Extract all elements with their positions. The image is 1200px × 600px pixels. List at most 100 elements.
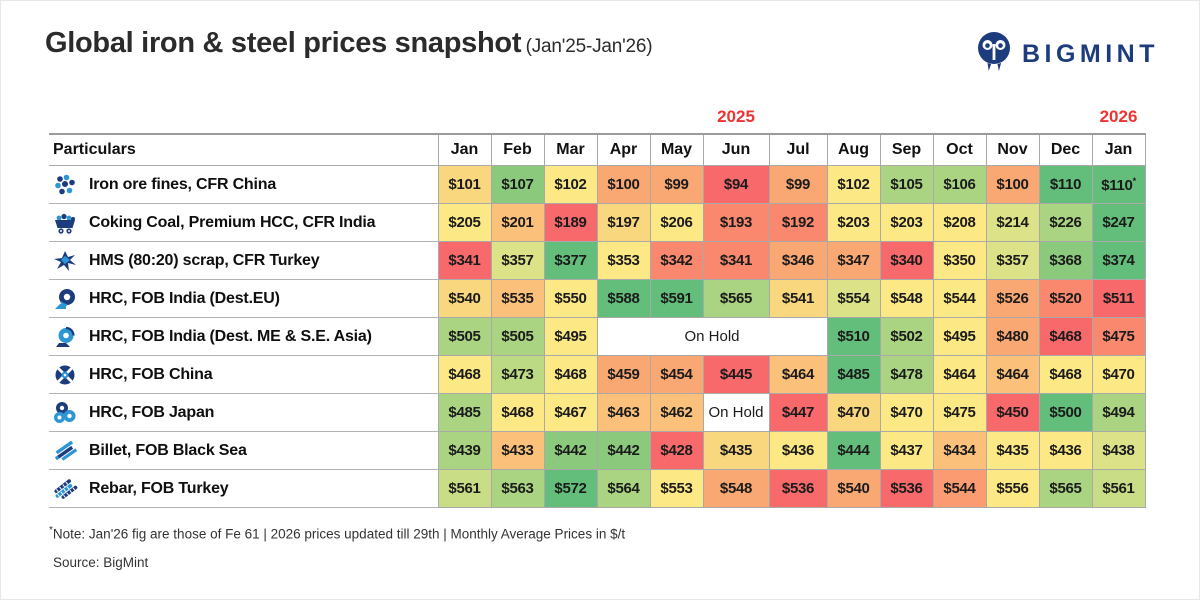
price-cell: $206: [649, 203, 704, 242]
price-cell: $565: [1038, 469, 1093, 508]
price-cell: $247: [1091, 203, 1146, 242]
price-cell: $110*: [1091, 165, 1146, 204]
price-cell: $100: [596, 165, 651, 204]
table-header-row: Particulars Jan Feb Mar Apr May Jun Jul Aug Sep O…: [49, 133, 1146, 166]
price-cell: $454: [649, 355, 704, 394]
price-cell: $226: [1038, 203, 1093, 242]
price-cell: $438: [1091, 431, 1146, 470]
month-header-aug: Aug: [826, 133, 881, 166]
price-cell: $520: [1038, 279, 1093, 318]
price-cell: $105: [879, 165, 934, 204]
price-cell: $495: [543, 317, 598, 356]
price-cell: $572: [543, 469, 598, 508]
price-cell: $468: [1038, 317, 1093, 356]
price-cell: $485: [826, 355, 881, 394]
row-label-cell: Billet, FOB Black Sea: [49, 431, 439, 470]
row-label-cell: HRC, FOB India (Dest. ME & S.E. Asia): [49, 317, 439, 356]
price-cell: $470: [879, 393, 934, 432]
price-cell: $442: [543, 431, 598, 470]
price-cell: $463: [596, 393, 651, 432]
month-header-jul: Jul: [768, 133, 828, 166]
price-cell: $468: [437, 355, 492, 394]
price-cell: $436: [1038, 431, 1093, 470]
price-cell: $101: [437, 165, 492, 204]
price-cell: $475: [1091, 317, 1146, 356]
on-hold-cell: On Hold: [702, 393, 770, 432]
price-cell: $435: [702, 431, 770, 470]
price-cell: $189: [543, 203, 598, 242]
price-cell: $192: [768, 203, 828, 242]
price-cell: $565: [702, 279, 770, 318]
price-cell: $561: [437, 469, 492, 508]
row-label-cell: Rebar, FOB Turkey: [49, 469, 439, 508]
price-cell: $100: [985, 165, 1040, 204]
price-cell: $540: [826, 469, 881, 508]
price-cell: $442: [596, 431, 651, 470]
price-cell: $106: [932, 165, 987, 204]
price-cell: $346: [768, 241, 828, 280]
price-cell: $526: [985, 279, 1040, 318]
price-cell: $536: [879, 469, 934, 508]
page-header: Global iron & steel prices snapshot (Jan…: [45, 27, 1159, 78]
title-period: (Jan'25-Jan'26): [525, 36, 653, 57]
month-header-oct: Oct: [932, 133, 987, 166]
source-note: Source: BigMint: [53, 555, 149, 570]
price-cell: $473: [490, 355, 545, 394]
row-label-cell: Coking Coal, Premium HCC, CFR India: [49, 203, 439, 242]
bigmint-logo-icon: [974, 31, 1014, 78]
price-cell: $201: [490, 203, 545, 242]
price-cell: $540: [437, 279, 492, 318]
price-cell: $553: [649, 469, 704, 508]
price-cell: $500: [1038, 393, 1093, 432]
price-cell: $505: [490, 317, 545, 356]
price-cell: $478: [879, 355, 934, 394]
billet-icon: [51, 437, 79, 465]
table-row: HRC, FOB Japan $485 $468 $467 $463 $462 On Hol…: [49, 393, 1146, 432]
table-row: HRC, FOB India (Dest.EU) $540 $535 $550 $588…: [49, 279, 1146, 318]
price-cell: $468: [543, 355, 598, 394]
rebar-icon: [51, 475, 79, 503]
price-cell: $544: [932, 279, 987, 318]
footnote-text: Note: Jan'26 fig are those of Fe 61 | 20…: [52, 526, 626, 542]
price-cell: $480: [985, 317, 1040, 356]
price-cell: $214: [985, 203, 1040, 242]
price-cell: $563: [490, 469, 545, 508]
price-cell: $341: [702, 241, 770, 280]
price-cell: $99: [649, 165, 704, 204]
scrap-icon: [51, 247, 79, 275]
footnote-marker: *: [49, 525, 53, 536]
price-cell: $494: [1091, 393, 1146, 432]
month-header-dec: Dec: [1038, 133, 1093, 166]
coil-china-icon: [51, 361, 79, 389]
price-cell: $110: [1038, 165, 1093, 204]
row-label: HRC, FOB China: [89, 365, 213, 383]
brand-logo: BIGMINT: [974, 31, 1159, 78]
price-cell: $459: [596, 355, 651, 394]
price-cell: $434: [932, 431, 987, 470]
price-cell: $464: [932, 355, 987, 394]
table-row: Rebar, FOB Turkey $561 $563 $572 $564 $553 $54…: [49, 469, 1146, 508]
price-cell: $591: [649, 279, 704, 318]
coal-cart-icon: [51, 209, 79, 237]
price-cell: $550: [543, 279, 598, 318]
row-label: Rebar, FOB Turkey: [89, 479, 229, 497]
price-cell: $467: [543, 393, 598, 432]
month-header-mar: Mar: [543, 133, 598, 166]
price-cell: $468: [490, 393, 545, 432]
price-cell: $377: [543, 241, 598, 280]
row-label: HRC, FOB India (Dest.EU): [89, 289, 280, 307]
page-title: Global iron & steel prices snapshot (Jan…: [45, 27, 653, 60]
price-cell: $536: [768, 469, 828, 508]
price-cell: $107: [490, 165, 545, 204]
row-label-cell: HRC, FOB India (Dest.EU): [49, 279, 439, 318]
footnote-marker: *: [1132, 175, 1137, 186]
price-cell: $475: [932, 393, 987, 432]
price-cell: $444: [826, 431, 881, 470]
price-cell: $556: [985, 469, 1040, 508]
price-cell: $435: [985, 431, 1040, 470]
price-cell: $99: [768, 165, 828, 204]
price-cell: $347: [826, 241, 881, 280]
price-cell: $450: [985, 393, 1040, 432]
row-label-cell: HMS (80:20) scrap, CFR Turkey: [49, 241, 439, 280]
price-cell: $341: [437, 241, 492, 280]
